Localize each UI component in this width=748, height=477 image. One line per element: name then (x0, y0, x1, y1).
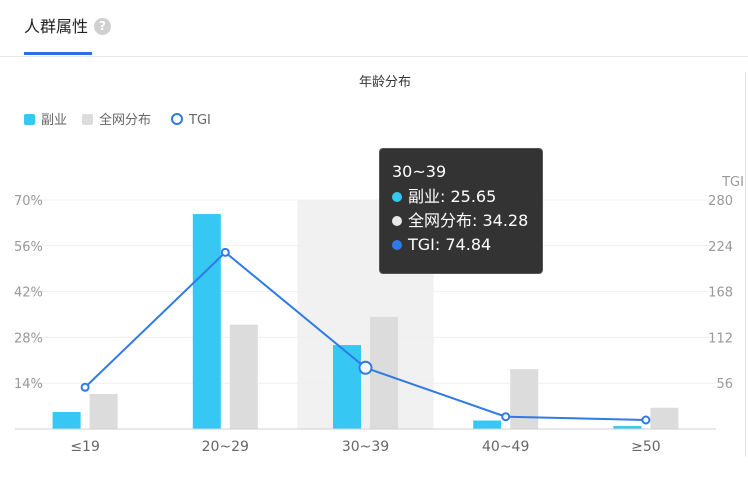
bar-fuye-4[interactable] (473, 420, 502, 429)
panel-divider (745, 72, 746, 457)
bar-all-network-4[interactable] (510, 369, 539, 429)
left-tick-label: 42% (14, 286, 43, 301)
tooltip-row-3: TGI: 74.84 (392, 233, 530, 257)
chart-legend: 副业 全网分布 TGI (24, 112, 211, 128)
tooltip-dot-icon (392, 240, 402, 250)
tooltip-dot-icon (392, 216, 402, 226)
bar-all-network-3[interactable] (370, 316, 398, 429)
bar-fuye-5[interactable] (613, 426, 642, 429)
category-label: 20~29 (202, 439, 249, 455)
left-tick-label: 70% (14, 194, 43, 209)
tgi-point-2[interactable] (220, 247, 230, 257)
chart-title: 年龄分布 (359, 75, 411, 90)
right-axis-label: TGI (721, 175, 744, 190)
left-tick-label: 14% (14, 377, 43, 392)
bar-all-network-2[interactable] (229, 324, 258, 429)
legend-label-2[interactable]: 全网分布 (99, 112, 151, 128)
category-label: 40~49 (482, 439, 529, 455)
chart-tooltip: 30~39 副业: 25.65 全网分布: 34.28 TGI: 74.84 (379, 148, 543, 274)
tab-bar: 人群属性 ? (0, 0, 748, 57)
bar-fuye-3[interactable] (333, 345, 361, 429)
tgi-point-5[interactable] (641, 415, 651, 425)
legend-label-3[interactable]: TGI (188, 113, 211, 128)
tgi-point-3[interactable] (358, 360, 373, 375)
right-tick-label: 168 (708, 286, 733, 301)
tgi-point-1[interactable] (80, 382, 90, 392)
category-label: 30~39 (342, 439, 389, 455)
tab-active-underline (24, 52, 92, 55)
bar-fuye-2[interactable] (192, 214, 221, 429)
tooltip-row-label: TGI: 74.84 (408, 235, 492, 254)
category-label: ≤19 (70, 439, 100, 455)
bar-all-network-5[interactable] (650, 407, 679, 429)
right-tick-label: 280 (708, 194, 733, 209)
age-distribution-chart: 年龄分布 副业 全网分布 TGI TGI 14% 56 28% 112 42% 168 56% 2… (14, 75, 744, 455)
legend-swatch-2[interactable] (82, 114, 93, 125)
legend-swatch-3[interactable] (171, 113, 183, 125)
tooltip-title: 30~39 (392, 162, 447, 181)
right-tick-label: 56 (716, 377, 733, 392)
tab-label[interactable]: 人群属性 (24, 17, 89, 36)
tooltip-row-label: 全网分布: 34.28 (408, 211, 529, 230)
plot-area: 14% 56 28% 112 42% 168 56% 224 70% 280 ≤19 20~29 30~… (14, 194, 733, 455)
tooltip-row-label: 副业: 25.65 (408, 187, 497, 206)
bar-fuye-1[interactable] (52, 411, 81, 429)
tgi-point-4[interactable] (501, 412, 511, 422)
legend-swatch-1[interactable] (24, 114, 35, 125)
tab-audience-attributes[interactable]: 人群属性 ? (24, 16, 112, 54)
category-label: ≥50 (631, 439, 661, 455)
tooltip-row-2: 全网分布: 34.28 (392, 209, 530, 233)
left-tick-label: 28% (14, 331, 43, 346)
right-tick-label: 112 (708, 331, 733, 346)
tooltip-dot-icon (392, 192, 402, 202)
tooltip-row-1: 副业: 25.65 (392, 185, 530, 209)
right-tick-label: 224 (708, 240, 733, 255)
bar-all-network-1[interactable] (89, 393, 118, 429)
left-tick-label: 56% (14, 240, 43, 255)
help-icon[interactable]: ? (94, 18, 112, 35)
legend-label-1[interactable]: 副业 (41, 113, 67, 128)
